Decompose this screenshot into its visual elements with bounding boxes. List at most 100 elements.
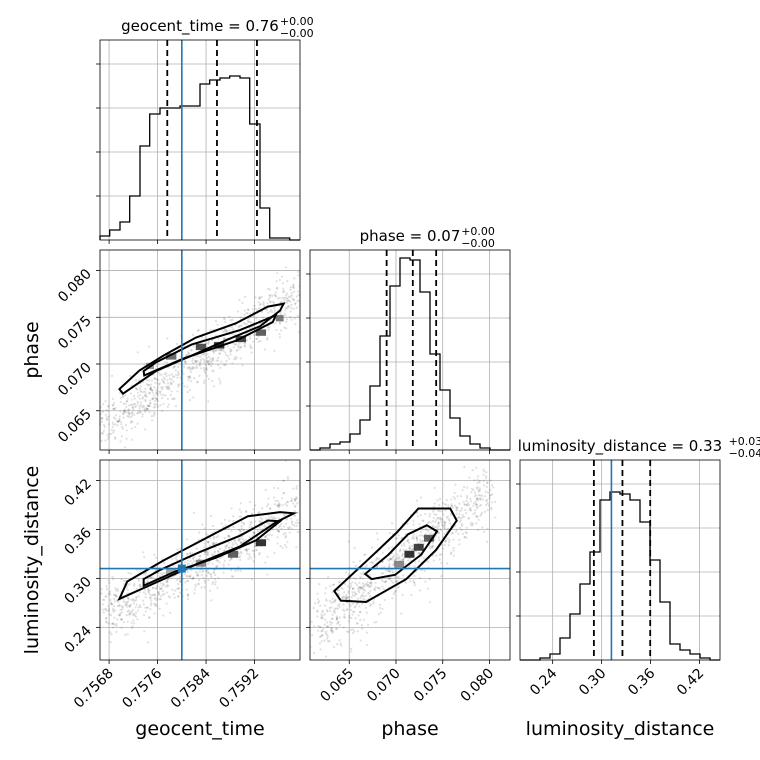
sample-point [170,382,173,385]
sample-point [141,406,144,409]
sample-point [192,396,195,399]
sample-point [186,552,189,555]
sample-point [449,552,453,555]
sample-point [330,621,334,624]
sample-point [119,463,121,465]
sample-point [94,622,96,624]
sample-point [370,584,373,587]
sample-point [228,535,231,538]
sample-point [127,408,130,411]
sample-point [153,377,156,380]
sample-point [466,501,470,505]
sample-point [489,479,492,482]
sample-point [241,535,244,538]
sample-point [149,576,152,579]
sample-point [468,476,471,479]
sample-point [228,534,231,537]
sample-point [360,586,363,590]
sample-point [118,614,121,617]
sample-point [384,580,387,584]
sample-point [257,340,260,343]
sample-point [131,414,134,417]
sample-point [285,306,288,310]
sample-point [108,432,111,436]
sample-point [287,527,290,530]
sample-point [295,496,298,499]
sample-point [356,597,359,600]
sample-point [377,586,380,590]
sample-point [110,633,113,636]
sample-point [207,341,210,344]
sample-point [147,591,150,594]
sample-point [151,398,154,401]
sample-point [326,621,329,624]
sample-point [246,312,249,315]
sample-point [119,396,122,400]
sample-point [214,583,217,586]
sample-point [320,630,323,633]
sample-point [150,599,153,602]
sample-point [130,610,133,613]
sample-point [285,518,289,521]
sample-point [381,571,385,575]
sample-point [126,588,129,591]
sample-point [432,510,435,513]
sample-point [269,320,272,323]
sample-point [130,611,133,614]
sample-point [188,375,191,378]
sample-point [206,550,209,553]
sample-point [206,571,210,574]
sample-point [428,512,431,516]
sample-points [97,266,300,465]
sample-point [477,528,480,532]
sample-point [388,563,391,566]
sample-point [152,586,155,590]
sample-point [222,571,225,574]
sample-point [271,517,274,520]
sample-point [107,579,110,582]
sample-point [158,382,161,385]
title-lower-error: −0.04 [729,447,760,460]
sample-point [418,542,421,545]
sample-point [207,355,211,358]
sample-point [118,419,121,422]
sample-point [333,607,336,610]
sample-point [172,375,175,378]
sample-point [136,609,140,612]
sample-point [97,432,99,434]
sample-point [252,308,255,311]
sample-point [188,368,192,371]
sample-point [228,519,231,522]
sample-point [441,547,445,550]
sample-point [374,558,377,562]
sample-point [276,272,279,275]
sample-point [252,560,255,563]
sample-point [279,301,282,304]
sample-point [244,548,247,551]
sample-point [345,596,348,600]
sample-point [197,574,200,577]
sample-point [219,352,222,355]
sample-point [325,609,329,612]
sample-point [354,581,357,585]
sample-point [154,377,158,381]
sample-point [208,359,211,362]
sample-point [452,538,455,541]
sample-point [432,525,435,528]
sample-point [275,280,278,283]
sample-point [183,573,187,576]
sample-point [362,588,365,591]
sample-point [155,364,158,368]
sample-point [169,381,172,384]
sample-point [285,327,288,330]
sample-point [148,596,152,599]
sample-point [135,388,139,391]
sample-point [202,352,205,356]
sample-point [319,625,322,629]
sample-point [197,583,200,586]
sample-point [368,573,371,576]
sample-point [237,344,240,347]
density-cell [166,568,177,576]
sample-point [108,608,111,611]
sample-point [136,411,139,415]
